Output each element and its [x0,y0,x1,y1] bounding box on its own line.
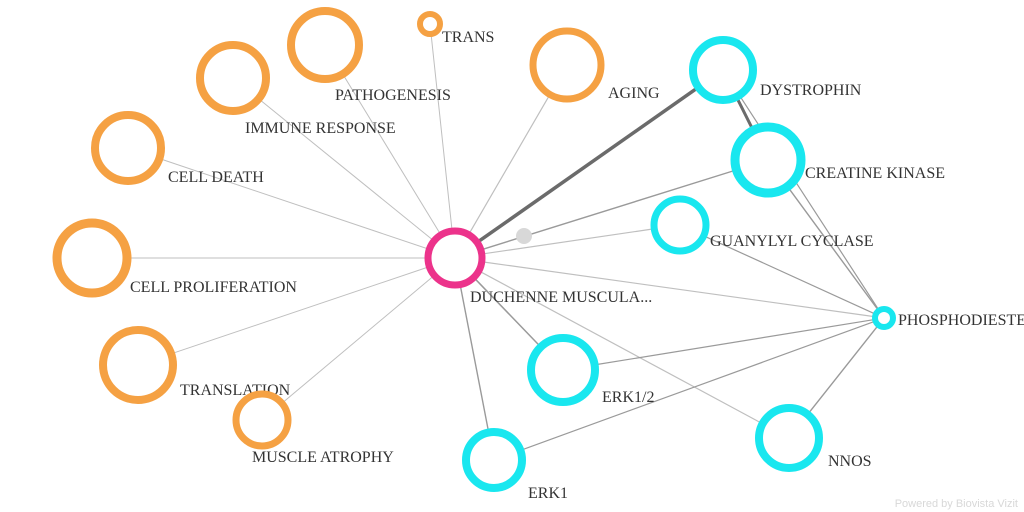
graph-node[interactable]: CELL DEATH [95,115,264,186]
edge [431,34,452,231]
graph-node[interactable]: AGING [533,31,660,102]
graph-node[interactable]: TRANSLATION [103,330,291,400]
node-circle[interactable] [236,394,288,446]
edge [595,319,876,364]
node-label: DYSTROPHIN [760,82,862,99]
edge [282,275,434,403]
edge [469,94,550,234]
node-circle[interactable] [103,330,173,400]
graph-node[interactable]: GUANYLYL CYCLASE [654,199,874,251]
node-label: NNOS [828,453,872,470]
node-circle[interactable] [693,40,753,100]
graph-node[interactable]: DYSTROPHIN [693,40,862,100]
graph-node[interactable]: NNOS [759,408,872,470]
node-circle[interactable] [428,231,482,285]
graph-node[interactable]: TRANS [420,14,494,46]
network-graph: DUCHENNE MUSCULA... AGING TRANS PATHOGENESI… [0,0,1024,512]
node-label: AGING [608,85,660,102]
edge [808,325,879,414]
node-circle[interactable] [875,309,893,327]
node-label: DUCHENNE MUSCULA... [470,289,652,306]
node-circle[interactable] [57,223,127,293]
graph-node[interactable]: ERK1/2 [531,338,654,406]
node-circle[interactable] [533,31,601,99]
node-label: ERK1/2 [602,389,654,406]
node-circle[interactable] [654,199,706,251]
node-circle[interactable] [95,115,161,181]
hint-dot [516,228,532,244]
node-label: CELL PROLIFERATION [130,279,297,296]
graph-node[interactable]: CELL PROLIFERATION [57,223,297,296]
node-circle[interactable] [531,338,595,402]
nodes-layer: DUCHENNE MUSCULA... AGING TRANS PATHOGENESI… [57,11,1024,502]
edge [474,277,541,347]
node-label: CELL DEATH [168,169,264,186]
node-label: PATHOGENESIS [335,87,451,104]
graph-node[interactable]: PHOSPHODIESTERAS... [875,309,1024,329]
node-circle[interactable] [291,11,359,79]
node-circle[interactable] [466,432,522,488]
node-label: IMMUNE RESPONSE [245,120,396,137]
graph-node[interactable]: MUSCLE ATROPHY [236,394,394,466]
graph-node[interactable]: ERK1 [466,432,568,502]
edge [460,285,489,433]
node-label: TRANS [442,29,494,46]
node-label: ERK1 [528,485,568,502]
node-label: CREATINE KINASE [805,165,945,182]
node-circle[interactable] [735,127,801,193]
node-circle[interactable] [200,45,266,111]
node-label: GUANYLYL CYCLASE [710,233,874,250]
node-label: PHOSPHODIESTERAS... [898,312,1024,329]
node-label: MUSCLE ATROPHY [252,449,394,466]
node-circle[interactable] [420,14,440,34]
node-circle[interactable] [759,408,819,468]
graph-node[interactable]: CREATINE KINASE [735,127,945,193]
